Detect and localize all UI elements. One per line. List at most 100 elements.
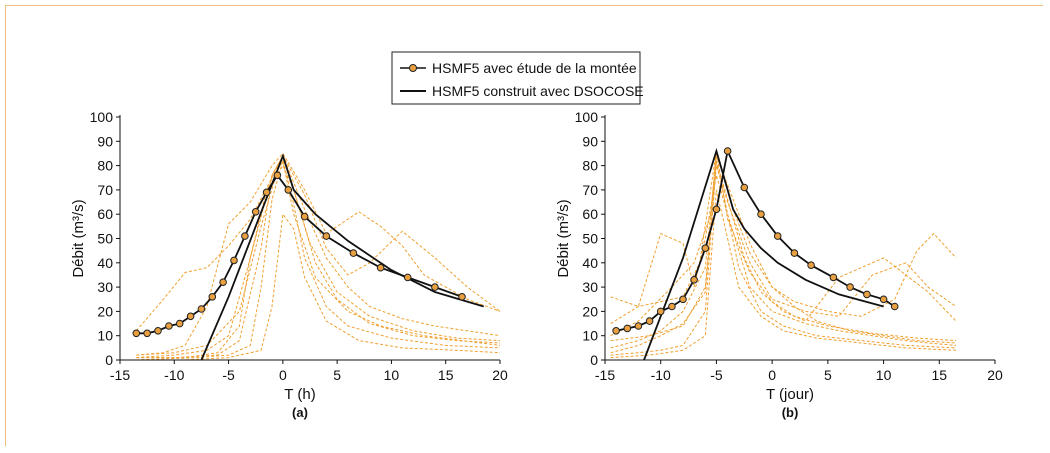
chart-b-y-axis-label: Débit (m³/s) bbox=[555, 199, 572, 277]
chart-b-x-tick-label: -15 bbox=[595, 367, 615, 383]
chart-a-point bbox=[403, 273, 412, 282]
chart-a-dashed-series-5 bbox=[136, 154, 500, 359]
chart-a-y-tick-label: 90 bbox=[97, 133, 113, 149]
chart-a-dashed-series-7 bbox=[136, 164, 500, 359]
chart-b-dashed-series-3 bbox=[610, 150, 957, 325]
chart-b-point bbox=[807, 261, 815, 270]
chart-a-point bbox=[458, 293, 466, 301]
chart-a-panel-label: (a) bbox=[292, 405, 308, 420]
chart-a-point bbox=[230, 256, 238, 265]
chart-a-point bbox=[273, 171, 282, 180]
legend-marker bbox=[409, 64, 417, 72]
chart-a-y-tick-label: 10 bbox=[97, 328, 113, 344]
chart-b-point bbox=[723, 147, 732, 155]
chart-a-point bbox=[241, 232, 249, 240]
chart-b-dashed-series-6 bbox=[610, 160, 957, 356]
chart-a-dashed-series-2 bbox=[135, 154, 500, 337]
chart-a-point bbox=[208, 293, 217, 301]
chart-b-x-tick-label: -10 bbox=[651, 367, 671, 383]
chart-b-dashed-series-7 bbox=[610, 160, 957, 342]
chart-a-x-tick-label: -5 bbox=[222, 367, 235, 383]
chart-b-x-tick-label: -5 bbox=[710, 367, 723, 383]
chart-b-y-tick-label: 30 bbox=[582, 279, 598, 295]
chart-b-point bbox=[668, 302, 676, 311]
chart-a-point bbox=[197, 305, 206, 313]
chart-a-x-tick-label: 20 bbox=[492, 367, 508, 383]
chart-b-point bbox=[679, 295, 687, 304]
chart-a-x-axis-label: T (h) bbox=[284, 386, 315, 403]
chart-b-y-tick-label: 20 bbox=[582, 303, 598, 319]
chart-b-point bbox=[712, 205, 721, 214]
chart-a-point bbox=[251, 208, 260, 216]
chart-a-dashed-series-8 bbox=[136, 212, 500, 360]
chart-b-dashed-series-2 bbox=[610, 175, 957, 346]
chart-a-plot-area bbox=[135, 152, 500, 360]
chart-a-point bbox=[143, 329, 151, 338]
chart-b-x-tick-label: 5 bbox=[824, 367, 832, 383]
chart-a-point bbox=[175, 319, 184, 328]
chart-b-y-tick-label: 60 bbox=[582, 206, 598, 222]
chart-b-point bbox=[690, 276, 698, 284]
chart-b-y-tick-label: 90 bbox=[582, 133, 598, 149]
chart-b-dashed-series-9 bbox=[610, 189, 957, 359]
chart-a-x-tick-label: -10 bbox=[164, 367, 184, 383]
chart-a-dashed-series-3 bbox=[136, 152, 500, 356]
chart-a-point bbox=[262, 188, 271, 197]
chart-a-point bbox=[165, 322, 173, 330]
chart-panel-b: 0 10 20 30 40 50 60 70 80 90 100 -15 -10 -5 0 5 10 15 20 T … bbox=[555, 109, 1003, 420]
chart-a-point bbox=[322, 232, 331, 240]
chart-b-point bbox=[773, 232, 782, 240]
chart-a-point bbox=[284, 186, 293, 194]
chart-a-dashed-series-6 bbox=[136, 158, 500, 360]
chart-b-y-tick-label: 40 bbox=[582, 255, 598, 271]
chart-b-y-tick-label: 100 bbox=[575, 109, 599, 125]
chart-b-y-tick-label: 80 bbox=[582, 158, 598, 174]
chart-b-y-tick-label: 50 bbox=[582, 231, 598, 247]
chart-a-series-dsocose-line bbox=[200, 153, 484, 360]
chart-a-x-tick-label: 15 bbox=[438, 367, 454, 383]
chart-b-point bbox=[846, 283, 854, 291]
chart-a-x-tick-label: -15 bbox=[110, 367, 130, 383]
chart-b-x-axis-label: T (jour) bbox=[766, 386, 814, 403]
chart-b-y-tick-label: 0 bbox=[590, 352, 598, 368]
chart-a-point bbox=[186, 312, 195, 321]
chart-a-y-axis-label: Débit (m³/s) bbox=[70, 199, 87, 277]
chart-b-point bbox=[656, 307, 665, 316]
chart-a-y-tick-label: 30 bbox=[97, 279, 113, 295]
chart-a-point bbox=[349, 249, 358, 257]
legend-box bbox=[391, 51, 641, 105]
chart-b-point bbox=[701, 244, 710, 252]
chart-b-point bbox=[829, 273, 838, 282]
chart-b-point bbox=[790, 249, 799, 257]
legend: HSMF5 avec étude de la montée HSMF5 cons… bbox=[391, 51, 644, 105]
chart-b-point bbox=[740, 183, 749, 192]
figure-frame bbox=[5, 5, 1043, 446]
chart-a-point bbox=[219, 278, 227, 287]
chart-a-y-tick-label: 50 bbox=[97, 231, 113, 247]
chart-b-dashed-series-4 bbox=[610, 155, 957, 349]
chart-b-series-dsocose-line bbox=[643, 147, 884, 360]
chart-b-panel-label: (b) bbox=[782, 405, 799, 420]
chart-b-point bbox=[645, 317, 654, 325]
chart-b-point bbox=[890, 302, 899, 311]
chart-a-dashed-series-4 bbox=[136, 154, 500, 359]
chart-b-point bbox=[757, 210, 765, 218]
chart-b-point bbox=[634, 322, 643, 330]
chart-b-plot-area bbox=[610, 147, 957, 360]
chart-a-x-tick-label: 10 bbox=[384, 367, 400, 383]
chart-b-point bbox=[623, 324, 632, 333]
chart-a-point bbox=[154, 327, 162, 335]
chart-b-point bbox=[863, 290, 871, 299]
chart-b-point bbox=[879, 295, 888, 304]
chart-a-point bbox=[431, 283, 439, 291]
chart-b-x-tick-label: 20 bbox=[987, 367, 1003, 383]
chart-panel-a: 0 10 20 30 40 50 60 70 80 90 100 -15 -10 -5 0 5 10 15 20 T … bbox=[70, 109, 508, 420]
chart-b-x-tick-label: 0 bbox=[768, 367, 776, 383]
chart-a-x-tick-label: 5 bbox=[333, 367, 341, 383]
chart-a-series-markers-line bbox=[136, 173, 463, 335]
chart-a-y-tick-label: 70 bbox=[97, 182, 113, 198]
chart-a-y-tick-label: 0 bbox=[105, 352, 113, 368]
chart-a-point bbox=[300, 212, 309, 221]
chart-b-y-tick-label: 10 bbox=[582, 328, 598, 344]
